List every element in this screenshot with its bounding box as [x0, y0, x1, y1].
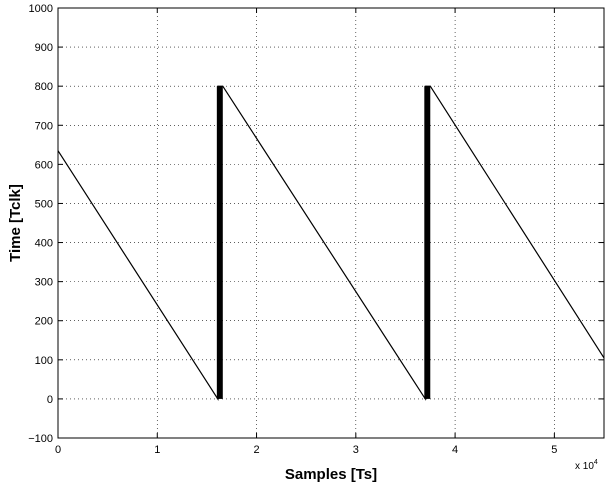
tick-marks: [57, 7, 604, 439]
x-tick-label: 2: [253, 444, 259, 456]
y-tick-label: 900: [35, 42, 53, 54]
y-axis-label: Time [Tclk]: [7, 184, 24, 262]
x-tick-label: 3: [353, 444, 359, 456]
y-tick-label: 300: [35, 277, 53, 289]
x-tick-label: 0: [55, 444, 61, 456]
thick-band: [424, 86, 431, 399]
y-tick-label: 800: [35, 81, 53, 93]
x-multiplier-label: x 104: [575, 459, 598, 472]
x-tick-labels: 0 1 2 3 4 5: [55, 444, 557, 456]
x-axis-label: Samples [Ts]: [285, 466, 377, 483]
y-tick-label: 400: [35, 238, 53, 250]
x-multiplier-base: x 10: [575, 461, 594, 472]
thick-band: [216, 86, 223, 399]
plot-background: [58, 8, 604, 438]
x-tick-label: 5: [551, 444, 557, 456]
y-tick-label: 1000: [29, 3, 53, 15]
x-tick-label: 4: [452, 444, 458, 456]
x-tick-label: 1: [154, 444, 160, 456]
series-line: [57, 85, 605, 401]
thick-bands: [216, 86, 431, 399]
y-tick-label: 700: [35, 120, 53, 132]
y-tick-labels: −100 0 100 200 300 400 500 600 700 800 900 1000: [28, 3, 53, 445]
series-lines: [57, 85, 605, 401]
x-multiplier-exponent: 4: [594, 459, 598, 466]
y-tick-label: 200: [35, 316, 53, 328]
plot-frame: [57, 7, 605, 439]
y-tick-label: 100: [35, 355, 53, 367]
y-tick-label: 500: [35, 198, 53, 210]
y-tick-label: 600: [35, 159, 53, 171]
y-tick-label: −100: [28, 433, 53, 445]
y-tick-label: 0: [47, 394, 53, 406]
grid-lines: [58, 8, 604, 438]
